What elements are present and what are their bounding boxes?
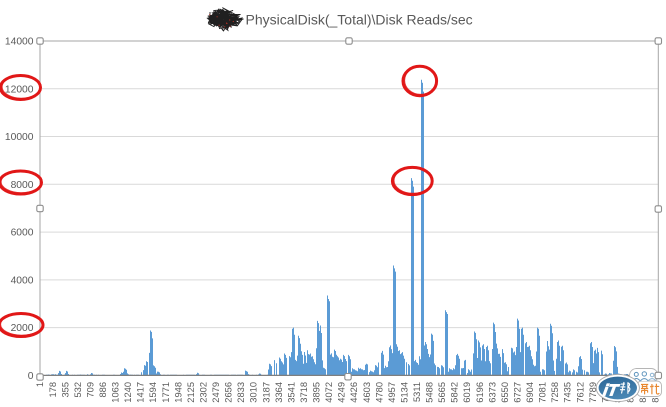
svg-text:1594: 1594 — [148, 382, 158, 403]
svg-text:1063: 1063 — [111, 382, 121, 403]
svg-text:7258: 7258 — [550, 382, 560, 403]
svg-text:iT: iT — [602, 382, 621, 400]
svg-text:3895: 3895 — [312, 382, 322, 403]
svg-text:3718: 3718 — [299, 382, 309, 403]
svg-text:6196: 6196 — [475, 382, 485, 403]
svg-text:1: 1 — [35, 382, 45, 387]
svg-text:6373: 6373 — [487, 382, 497, 403]
svg-text:5134: 5134 — [399, 382, 409, 403]
svg-text:2656: 2656 — [224, 382, 234, 403]
svg-text:5488: 5488 — [425, 382, 435, 403]
svg-text:5665: 5665 — [437, 382, 447, 403]
svg-text:10000: 10000 — [5, 132, 34, 143]
svg-text:4072: 4072 — [324, 382, 334, 403]
svg-text:PhysicalDisk(_Total)\Disk Read: PhysicalDisk(_Total)\Disk Reads/sec — [246, 12, 473, 28]
svg-text:14000: 14000 — [5, 37, 34, 48]
svg-text:2833: 2833 — [236, 382, 246, 403]
svg-text:6904: 6904 — [525, 382, 535, 403]
svg-text:709: 709 — [85, 382, 95, 398]
svg-text:1771: 1771 — [161, 382, 171, 403]
svg-text:4249: 4249 — [337, 382, 347, 403]
svg-text:2479: 2479 — [211, 382, 221, 403]
svg-text:532: 532 — [73, 382, 83, 398]
svg-text:178: 178 — [48, 382, 58, 398]
svg-text:5842: 5842 — [450, 382, 460, 403]
svg-text:1417: 1417 — [136, 382, 146, 403]
svg-text:4957: 4957 — [387, 382, 397, 403]
svg-text:6550: 6550 — [500, 382, 510, 403]
svg-text:2125: 2125 — [186, 382, 196, 403]
svg-text:2000: 2000 — [11, 323, 34, 334]
svg-text:7081: 7081 — [538, 382, 548, 403]
svg-text:886: 886 — [98, 382, 108, 398]
svg-text:6019: 6019 — [462, 382, 472, 403]
svg-text:3541: 3541 — [286, 382, 296, 403]
svg-text:4780: 4780 — [374, 382, 384, 403]
svg-text:7612: 7612 — [575, 382, 585, 403]
svg-text:3187: 3187 — [261, 382, 271, 403]
svg-text:4000: 4000 — [11, 276, 34, 287]
svg-text:2302: 2302 — [199, 382, 209, 403]
svg-text:7435: 7435 — [563, 382, 573, 403]
svg-text:6000: 6000 — [11, 228, 34, 239]
svg-text:6727: 6727 — [513, 382, 523, 403]
svg-text:3010: 3010 — [249, 382, 259, 403]
svg-text:4426: 4426 — [349, 382, 359, 403]
svg-text:1240: 1240 — [123, 382, 133, 403]
svg-text:0: 0 — [28, 371, 34, 382]
svg-text:4603: 4603 — [362, 382, 372, 403]
svg-text:3364: 3364 — [274, 382, 284, 403]
svg-text:1948: 1948 — [173, 382, 183, 403]
svg-text:355: 355 — [60, 382, 70, 398]
svg-text:12000: 12000 — [5, 84, 34, 95]
svg-text:5311: 5311 — [412, 382, 422, 402]
svg-text:7789: 7789 — [588, 382, 598, 403]
svg-text:8000: 8000 — [11, 180, 34, 191]
